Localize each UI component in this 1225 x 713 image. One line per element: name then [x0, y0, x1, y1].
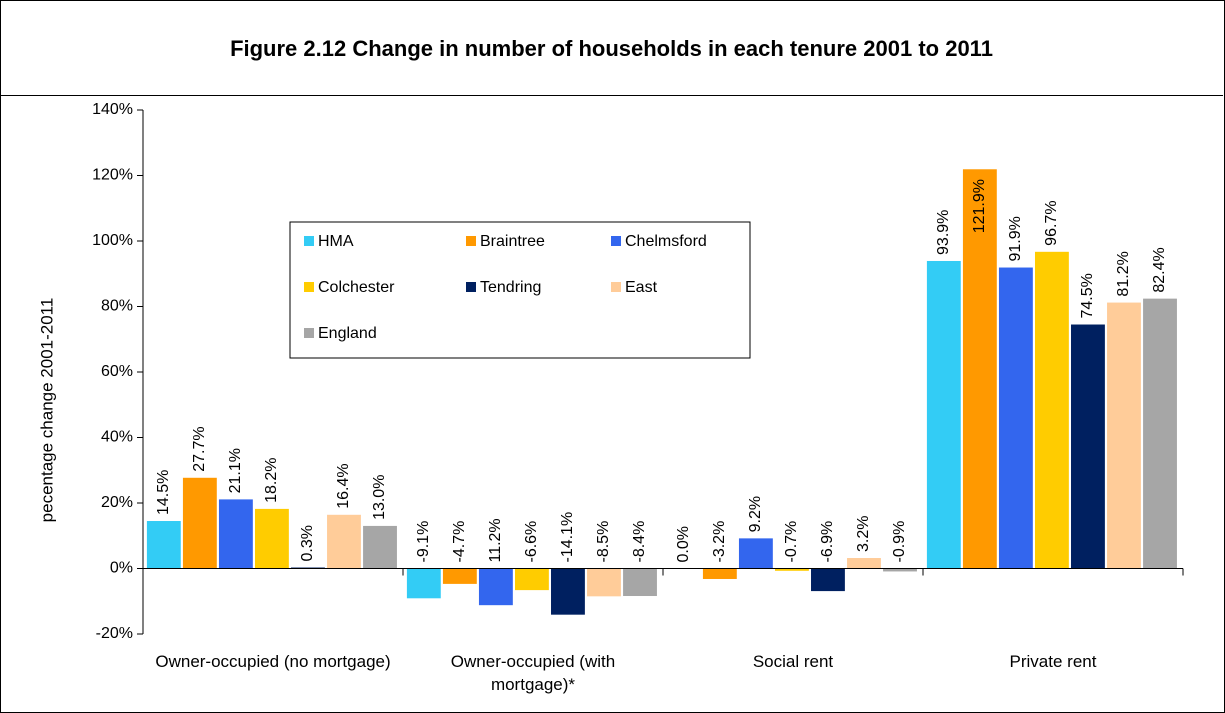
y-tick-label: 60% [101, 363, 133, 380]
data-label: 27.7% [191, 426, 208, 471]
bar [738, 538, 773, 569]
bar [478, 568, 513, 606]
legend: HMA Braintree Chelmsford Colchester Tendring… [289, 221, 751, 359]
bar [962, 169, 997, 569]
bar [327, 514, 361, 569]
data-label: 13.0% [371, 475, 388, 520]
data-label: -6.6% [523, 521, 540, 563]
legend-swatch [611, 282, 621, 292]
data-label: -8.4% [631, 521, 648, 563]
legend-label: Braintree [480, 233, 545, 250]
bar [146, 521, 181, 569]
data-label: 82.4% [1151, 247, 1168, 292]
bar [514, 568, 549, 591]
bar [623, 568, 657, 597]
data-label: 74.5% [1079, 273, 1096, 318]
legend-swatch [304, 328, 314, 338]
bar [883, 568, 917, 572]
bar [363, 525, 397, 569]
data-label: -9.1% [415, 521, 432, 563]
bar [1143, 298, 1177, 569]
data-label: 121.9% [971, 179, 988, 233]
data-label: -0.7% [783, 521, 800, 563]
legend-label: Chelmsford [625, 233, 707, 250]
y-tick-label: 20% [101, 494, 133, 511]
y-axis-label: pecentage change 2001-2011 [37, 298, 56, 523]
bar [587, 568, 621, 597]
legend-swatch [466, 282, 476, 292]
bar [998, 267, 1033, 569]
x-tick-label: Owner-occupied (with mortgage)* [450, 652, 616, 694]
data-label: 0.0% [675, 526, 692, 562]
bar [1107, 302, 1141, 569]
data-label: -8.5% [595, 521, 612, 563]
legend-label: Colchester [318, 279, 395, 296]
bar [551, 568, 585, 615]
legend-label: East [625, 279, 658, 296]
legend-label: Tendring [480, 279, 541, 296]
y-tick-label: 100% [92, 232, 133, 249]
y-tick-label: 140% [92, 101, 133, 118]
data-label: 93.9% [935, 210, 952, 255]
data-label: 14.5% [155, 470, 172, 515]
data-label: 96.7% [1043, 200, 1060, 245]
data-label: -6.9% [819, 521, 836, 563]
data-label: 81.2% [1115, 251, 1132, 296]
data-label: 9.2% [747, 496, 764, 532]
legend-label: England [318, 325, 377, 342]
bar [702, 568, 737, 579]
bar [847, 558, 881, 569]
bar [218, 499, 253, 569]
bar [182, 477, 217, 569]
y-tick-label: 120% [92, 167, 133, 184]
legend-swatch [304, 236, 314, 246]
legend-swatch [304, 282, 314, 292]
bar [254, 508, 289, 569]
data-label: 91.9% [1007, 216, 1024, 261]
bar [811, 568, 845, 592]
x-tick-label: Owner-occupied (no mortgage) [155, 652, 391, 671]
x-tick-label: Private rent [1009, 652, 1097, 671]
x-tick-label: Social rent [752, 652, 834, 671]
y-tick-label: 0% [110, 560, 133, 577]
chart-title: Figure 2.12 Change in number of househol… [0, 0, 1223, 96]
legend-label: HMA [318, 233, 354, 250]
data-label: -3.2% [711, 521, 728, 563]
y-tick-label: 40% [101, 429, 133, 446]
data-label: 3.2% [855, 516, 872, 552]
bar [1034, 251, 1069, 569]
data-label: 16.4% [335, 463, 352, 508]
y-tick-label: -20% [96, 625, 133, 642]
legend-swatch [611, 236, 621, 246]
bar [926, 260, 961, 569]
bar [774, 568, 809, 571]
data-label: 0.3% [299, 525, 316, 561]
data-label: -14.1% [559, 512, 576, 563]
bar [1071, 324, 1105, 569]
data-label: 21.1% [227, 448, 244, 493]
data-label: 11.2% [487, 518, 504, 562]
data-label: -0.9% [891, 521, 908, 563]
data-label: -4.7% [451, 521, 468, 563]
data-label: 18.2% [263, 458, 280, 503]
y-tick-label: 80% [101, 298, 133, 315]
legend-swatch [466, 236, 476, 246]
bar [442, 568, 477, 584]
legend-box [289, 221, 751, 359]
bar [406, 568, 441, 599]
